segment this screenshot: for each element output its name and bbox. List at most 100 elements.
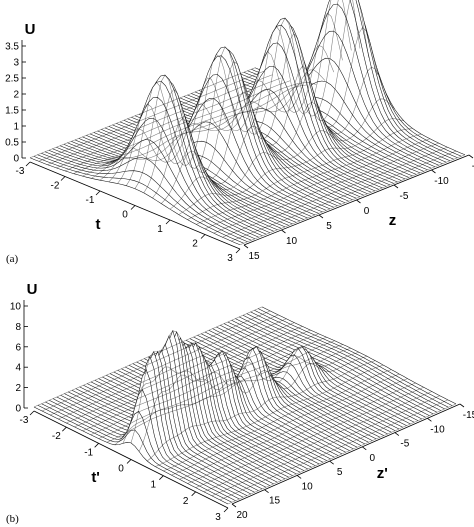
u-tick-label: 3.5 xyxy=(5,42,19,53)
t-tick-label: -1 xyxy=(86,195,95,206)
mesh-line-t xyxy=(169,98,396,210)
z-tick-mark xyxy=(281,229,286,234)
z-tick-mark xyxy=(394,432,400,436)
z-tick-label: 5 xyxy=(337,467,343,478)
mesh-line-t xyxy=(163,369,392,472)
u-tick-label: 0 xyxy=(15,404,21,415)
z-tick-mark xyxy=(264,489,269,494)
mesh-line-t xyxy=(179,378,408,480)
mesh-line-t xyxy=(82,84,308,177)
z-tick-mark xyxy=(243,244,249,249)
t-tick-label: 3 xyxy=(215,512,221,523)
surface-mesh xyxy=(33,306,457,505)
panel-label: (b) xyxy=(6,513,19,525)
mesh-line-t xyxy=(73,83,299,174)
mesh-line-t xyxy=(130,330,360,443)
mesh-line-t xyxy=(47,74,273,165)
mesh-line-t xyxy=(196,133,422,225)
t-tick-mark xyxy=(60,176,66,181)
z-tick-label: 5 xyxy=(326,221,332,232)
mesh-line-t xyxy=(106,340,335,443)
mesh-line-t xyxy=(171,373,400,476)
t-tick-label: 0 xyxy=(118,464,124,475)
u-tick-label: 1 xyxy=(13,122,19,133)
z-tick-mark xyxy=(296,475,302,479)
surface-plot-b: 0246810U-3-2-10123t'20151050-5-10-15z'(b… xyxy=(6,281,474,525)
u-tick-label: 1.5 xyxy=(5,106,19,117)
t-tick-mark xyxy=(191,491,196,497)
mesh-line-t xyxy=(239,154,466,246)
t-tick-mark xyxy=(126,459,132,464)
t-tick-label: 3 xyxy=(227,253,233,264)
t-tick-mark xyxy=(94,443,99,448)
mesh-occluder xyxy=(34,407,228,504)
mesh-line-t xyxy=(178,118,404,215)
z-tick-label: 20 xyxy=(236,510,248,521)
u-tick-label: 6 xyxy=(15,342,21,353)
z-tick-mark xyxy=(393,184,399,189)
mesh-line-t xyxy=(66,322,295,424)
u-tick-label: 4 xyxy=(15,363,21,374)
mesh-line-t xyxy=(33,306,263,408)
mesh-line-t xyxy=(50,314,279,416)
mesh-line-t xyxy=(58,318,287,420)
mesh-line-t xyxy=(126,0,352,186)
mesh-line-t xyxy=(152,27,378,199)
t-tick-mark xyxy=(29,410,35,416)
z-tick-label: -15 xyxy=(463,410,474,421)
z-tick-label: 10 xyxy=(286,236,298,247)
mesh-line-t xyxy=(99,69,326,181)
mesh-line-t xyxy=(90,333,319,435)
mesh-occluder xyxy=(201,333,396,431)
t-tick-label: -2 xyxy=(52,431,61,442)
u-tick-label: 10 xyxy=(10,302,22,313)
t-tick-label: -1 xyxy=(84,447,93,458)
u-tick-label: 2 xyxy=(15,383,21,394)
z-tick-label: 15 xyxy=(248,251,260,262)
t-tick-mark xyxy=(25,161,31,167)
mesh-line-t xyxy=(41,310,271,412)
t-tick-mark xyxy=(95,190,101,196)
u-tick-label: 8 xyxy=(15,322,21,333)
panel-a: 00.511.522.533.5U-3-2-10123t151050-5-10-… xyxy=(5,0,474,265)
z-tick-mark xyxy=(231,503,237,508)
mesh-line-t xyxy=(138,356,368,452)
t-tick-mark xyxy=(235,248,241,254)
z-tick-mark xyxy=(427,417,432,422)
mesh-line-t xyxy=(155,364,384,467)
mesh-line-t xyxy=(108,45,335,183)
u-tick-label: 2 xyxy=(13,90,19,101)
z-tick-label: 0 xyxy=(370,453,376,464)
z-tick-label: -15 xyxy=(472,161,474,172)
mesh-line-t xyxy=(213,142,439,234)
t-tick-label: 2 xyxy=(183,496,189,507)
mesh-line-t xyxy=(204,138,431,230)
z-tick-label: 10 xyxy=(302,481,314,492)
z-tick-mark xyxy=(329,460,334,465)
u-axis-label: U xyxy=(25,21,36,38)
mesh-line-t xyxy=(117,12,343,184)
z-tick-mark xyxy=(459,403,465,408)
z-tick-mark xyxy=(468,154,474,159)
t-tick-label: -3 xyxy=(20,415,29,426)
mesh-line-t xyxy=(74,326,303,428)
mesh-line-t xyxy=(227,403,457,505)
z-tick-mark xyxy=(431,169,436,174)
z-tick-label: 0 xyxy=(364,206,370,217)
u-tick-label: 0.5 xyxy=(5,138,19,149)
z-tick-label: -5 xyxy=(400,439,409,450)
mesh-line-t xyxy=(91,82,317,179)
mesh-line-t xyxy=(203,391,432,493)
mesh-line-t xyxy=(147,360,376,462)
u-tick-label: 0 xyxy=(13,154,19,165)
t-axis-label: t xyxy=(96,216,101,233)
u-tick-label: 2.5 xyxy=(5,74,19,85)
t-tick-mark xyxy=(62,426,67,432)
t-tick-label: -3 xyxy=(16,166,25,177)
t-axis-label: t' xyxy=(91,469,100,486)
t-tick-label: 2 xyxy=(192,239,198,250)
surface-mesh xyxy=(29,0,466,246)
u-tick-label: 3 xyxy=(13,58,19,69)
mesh-line-t xyxy=(187,128,413,220)
mesh-line-t xyxy=(64,80,291,172)
